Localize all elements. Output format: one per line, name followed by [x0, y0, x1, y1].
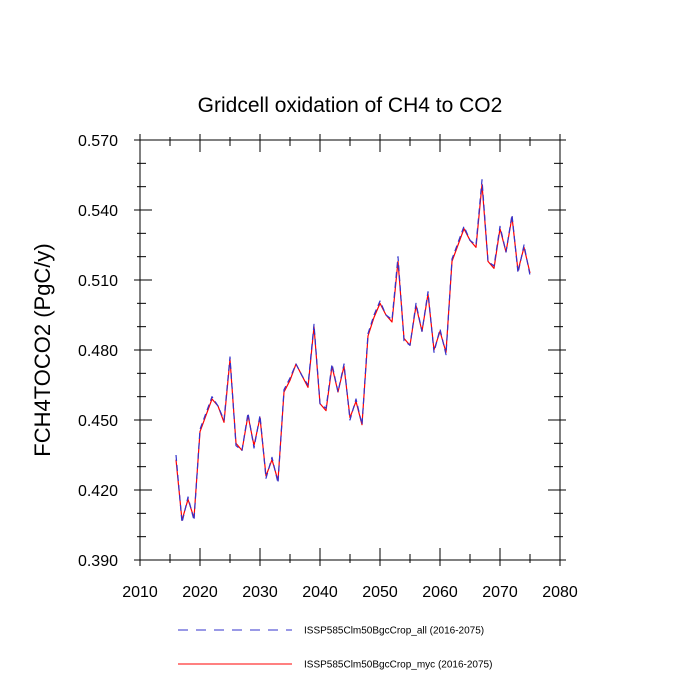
axis-tick-labels: 2010 2020 2030 2040 2050 2060 2070 2080 0.390 0.4…	[78, 133, 578, 601]
plot-frame	[139, 139, 561, 561]
x-tick-label: 2060	[422, 584, 458, 601]
y-tick-label: 0.510	[78, 273, 118, 290]
x-tick-label: 2050	[362, 584, 398, 601]
x-tick-label: 2070	[482, 584, 518, 601]
y-tick-label: 0.390	[78, 553, 118, 570]
x-tick-label: 2040	[302, 584, 338, 601]
y-tick-label: 0.450	[78, 413, 118, 430]
y-tick-label: 0.420	[78, 483, 118, 500]
axis-ticks	[134, 134, 566, 566]
x-tick-label: 2010	[122, 584, 158, 601]
series-line-2	[175, 183, 531, 521]
y-tick-label: 0.480	[78, 343, 118, 360]
x-tick-label: 2030	[242, 584, 278, 601]
x-tick-label: 2020	[182, 584, 218, 601]
legend-label-2: ISSP585Clm50BgcCrop_myc (2016-2075)	[304, 660, 492, 671]
legend-label-1: ISSP585Clm50BgcCrop_all (2016-2075)	[304, 626, 484, 637]
legend: ISSP585Clm50BgcCrop_all (2016-2075) ISSP5…	[178, 626, 492, 671]
y-tick-label: 0.570	[78, 133, 118, 150]
chart-title: Gridcell oxidation of CH4 to CO2	[198, 94, 503, 117]
y-tick-label: 0.540	[78, 203, 118, 220]
x-tick-label: 2080	[542, 584, 578, 601]
series-line-1	[175, 179, 531, 524]
series-lines	[175, 179, 531, 524]
y-axis-label: FCH4TOCO2 (PgC/y)	[30, 243, 55, 457]
